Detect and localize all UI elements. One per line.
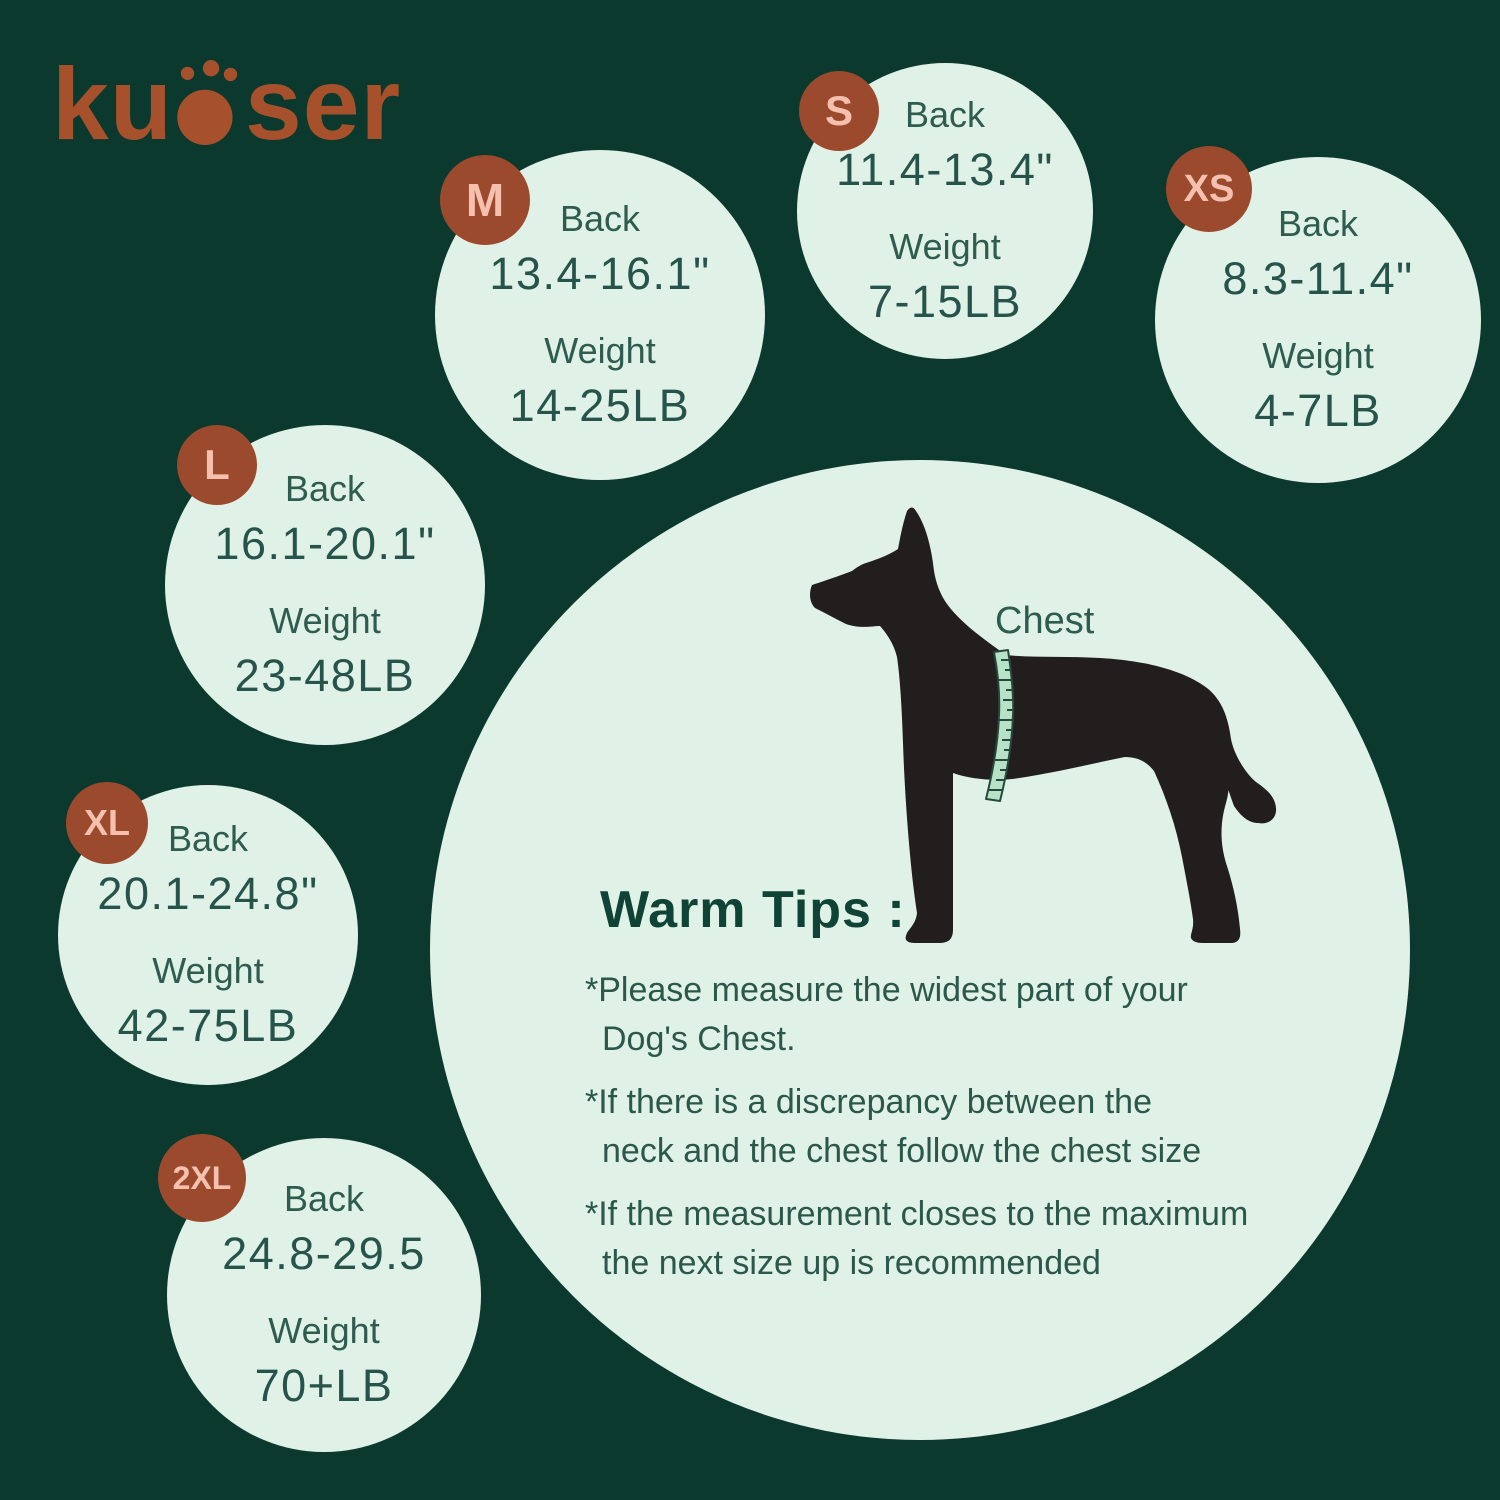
weight-value: 14-25LB bbox=[509, 380, 691, 431]
weight-value: 42-75LB bbox=[117, 1000, 299, 1051]
logo-text-ku: ku bbox=[52, 47, 174, 162]
back-label: Back bbox=[904, 94, 986, 135]
warm-tip-measure: *Please measure the widest part of your … bbox=[585, 971, 1188, 1058]
size-badge-2xl: 2XL bbox=[158, 1134, 246, 1222]
size-circle-s: Back 11.4-13.4" Weight 7-15LB bbox=[797, 63, 1093, 359]
back-label: Back bbox=[167, 818, 249, 859]
back-value: 11.4-13.4" bbox=[836, 144, 1054, 195]
size-badge-xl: XL bbox=[66, 782, 148, 864]
warm-tips-section: Warm Tips : *Please measure the widest p… bbox=[585, 880, 1297, 1302]
weight-value: 70+LB bbox=[254, 1360, 394, 1411]
weight-label: Weight bbox=[544, 330, 656, 371]
size-badge-l: L bbox=[177, 425, 257, 505]
weight-label: Weight bbox=[152, 950, 264, 991]
chest-label: Chest bbox=[995, 600, 1095, 642]
back-value: 16.1-20.1" bbox=[214, 518, 436, 569]
size-badge-m: M bbox=[440, 155, 530, 245]
back-value: 20.1-24.8" bbox=[97, 868, 319, 919]
back-label: Back bbox=[284, 468, 366, 509]
warm-tip-size-up: *If the measurement closes to the maximu… bbox=[585, 1195, 1249, 1282]
paw-icon bbox=[177, 60, 238, 145]
back-label: Back bbox=[1277, 203, 1359, 244]
weight-value: 4-7LB bbox=[1254, 385, 1382, 436]
back-label: Back bbox=[283, 1178, 365, 1219]
back-value: 13.4-16.1" bbox=[489, 248, 711, 299]
weight-label: Weight bbox=[889, 226, 1001, 267]
measuring-tape-icon bbox=[985, 649, 1015, 802]
logo-text-ser: ser bbox=[245, 47, 402, 162]
size-badge-s: S bbox=[799, 71, 879, 151]
dog-silhouette-icon bbox=[810, 507, 1277, 943]
weight-value: 23-48LB bbox=[234, 650, 416, 701]
back-value: 24.8-29.5 bbox=[222, 1228, 426, 1279]
brand-logo: ku ser bbox=[52, 47, 402, 162]
warm-tips-heading: Warm Tips : bbox=[600, 881, 906, 939]
weight-label: Weight bbox=[268, 1310, 380, 1351]
back-label: Back bbox=[559, 198, 641, 239]
size-badge-xs: XS bbox=[1166, 146, 1252, 232]
weight-value: 7-15LB bbox=[867, 276, 1023, 327]
weight-label: Weight bbox=[269, 600, 381, 641]
size-circle-m: Back 13.4-16.1" Weight 14-25LB bbox=[435, 150, 765, 480]
back-value: 8.3-11.4" bbox=[1222, 253, 1414, 304]
warm-tip-discrepancy: *If there is a discrepancy between the n… bbox=[585, 1083, 1202, 1170]
dog-diagram bbox=[810, 505, 1280, 945]
weight-label: Weight bbox=[1262, 335, 1374, 376]
